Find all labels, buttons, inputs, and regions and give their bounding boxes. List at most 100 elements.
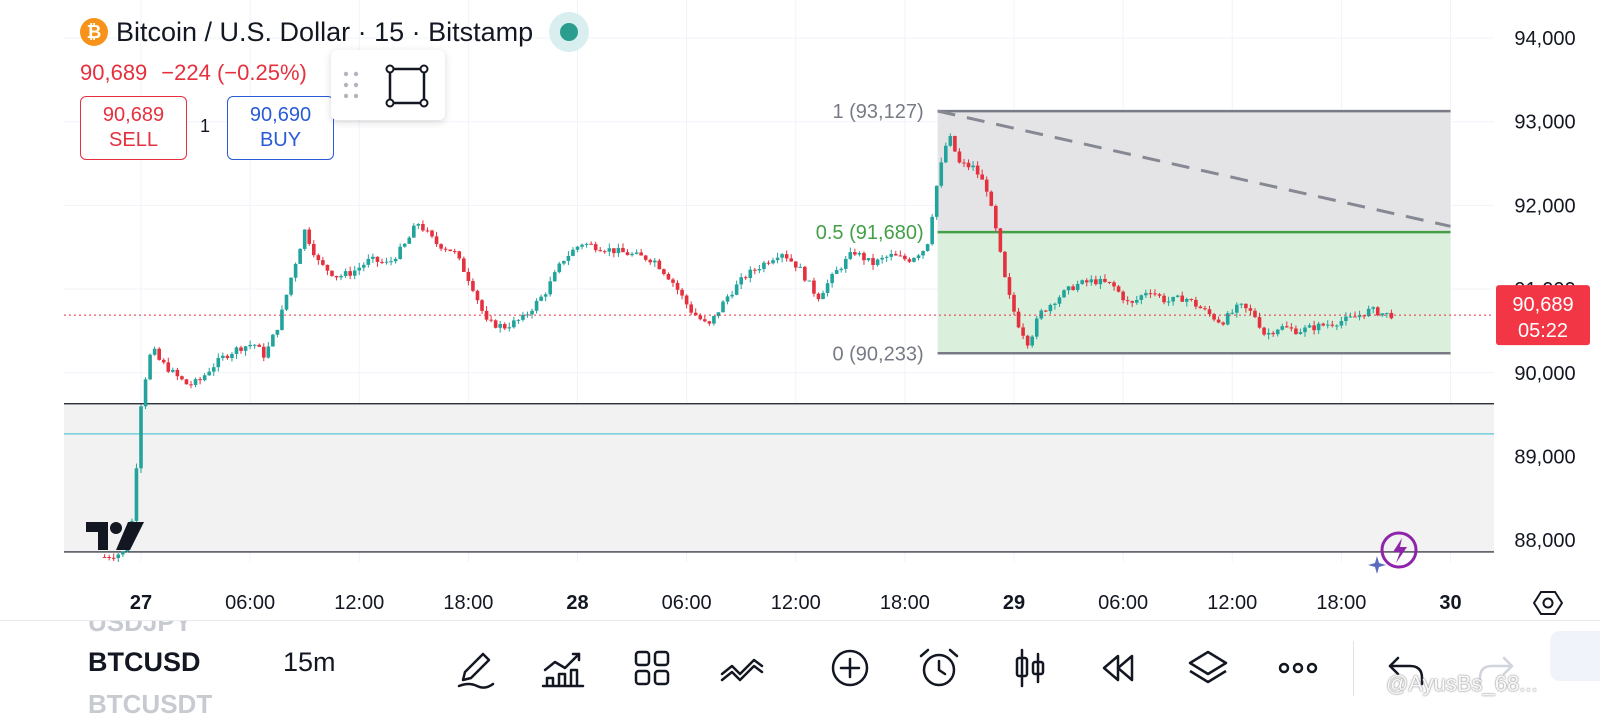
candle-body <box>157 348 161 360</box>
indicators-icon[interactable] <box>541 646 585 690</box>
toolbar-divider <box>1353 641 1354 696</box>
candle-body <box>1180 295 1185 302</box>
buy-button[interactable]: 90,690 BUY <box>227 96 334 160</box>
candle-body <box>784 254 789 259</box>
candle-body <box>1066 286 1071 291</box>
candle-body <box>1371 307 1376 309</box>
more-icon[interactable] <box>1276 646 1320 690</box>
redo-icon[interactable] <box>1474 646 1518 690</box>
candle-body <box>707 321 712 324</box>
symbol-switcher[interactable]: USDJPY BTCUSD BTCUSDT <box>88 621 268 721</box>
x-tick-label: 12:00 <box>771 592 821 614</box>
candle-body <box>748 269 753 278</box>
candle-body <box>152 348 157 355</box>
y-tick-label: 88,000 <box>1514 530 1575 552</box>
price-chart[interactable]: 1 (93,127) 0.5 (91,680) 0 (90,233) 94,000 9… <box>0 0 1600 620</box>
add-circle-icon[interactable] <box>828 646 872 690</box>
candle-body <box>257 344 262 347</box>
draw-trend-icon[interactable] <box>720 646 764 690</box>
symbol-legend[interactable]: ₿ Bitcoin / U.S. Dollar · 15 · Bitstamp <box>80 12 590 52</box>
candle-body <box>880 257 884 260</box>
pen-icon[interactable] <box>453 646 497 690</box>
candle-body <box>348 271 352 276</box>
x-tick-label: 28 <box>566 592 588 614</box>
replay-icon[interactable] <box>1096 646 1140 690</box>
candle-body <box>1380 313 1385 316</box>
candle-body <box>316 255 321 261</box>
symbol-current[interactable]: BTCUSD <box>88 647 201 677</box>
tradingview-logo-icon <box>86 522 144 550</box>
sell-button[interactable]: 90,689 SELL <box>80 96 187 160</box>
x-tick-label: 29 <box>1003 592 1025 614</box>
price-tag-value: 90,689 <box>1512 294 1573 316</box>
candle-body <box>957 151 962 163</box>
x-tick-label: 12:00 <box>334 592 384 614</box>
alarm-icon[interactable] <box>917 646 961 690</box>
interval-selector[interactable]: 15m <box>283 647 336 677</box>
candle-body <box>1348 316 1353 318</box>
symbol-title[interactable]: Bitcoin / U.S. Dollar · 15 · Bitstamp <box>116 16 534 47</box>
candle-body <box>402 243 407 247</box>
chart-area[interactable]: 1 (93,127) 0.5 (91,680) 0 (90,233) 94,000 9… <box>0 0 1600 620</box>
candle-body <box>462 258 466 272</box>
fib-layer: 1 (93,127) 0.5 (91,680) 0 (90,233) <box>816 101 1451 365</box>
candle-body <box>662 269 666 274</box>
candle-body <box>930 216 934 245</box>
candle-body <box>261 346 266 358</box>
candle-body <box>1321 323 1325 326</box>
candle-body <box>571 249 575 256</box>
candle-body <box>480 300 484 311</box>
candle-body <box>839 268 844 271</box>
candle-body <box>562 260 566 264</box>
candle-body <box>812 280 816 294</box>
symbol-next[interactable]: BTCUSDT <box>88 689 213 719</box>
candle-body <box>762 262 766 269</box>
candle-body <box>266 346 271 358</box>
candle-body <box>675 282 680 290</box>
candle-body <box>502 324 507 329</box>
layers-icon[interactable] <box>1186 646 1230 690</box>
market-status-icon[interactable] <box>549 12 590 52</box>
candle-body <box>193 379 198 385</box>
undo-icon[interactable] <box>1384 646 1428 690</box>
candle-body <box>489 319 493 321</box>
candle-body <box>1025 335 1030 346</box>
sell-price: 90,689 <box>102 104 165 126</box>
candle-body <box>134 468 139 521</box>
candle-icon[interactable] <box>1008 646 1052 690</box>
candle-body <box>689 304 693 313</box>
candle-body <box>1094 279 1098 285</box>
grip-dots-icon[interactable] <box>341 68 361 102</box>
candle-body <box>366 258 371 265</box>
price-change-line: 90,689 −224 (−0.25%) <box>80 60 307 86</box>
candle-body <box>903 255 907 260</box>
ai-assistant-icon[interactable] <box>1368 530 1420 574</box>
candle-body <box>803 266 807 281</box>
order-quantity[interactable]: 1 <box>200 116 211 136</box>
candle-body <box>566 255 571 261</box>
buy-price: 90,690 <box>249 104 312 126</box>
candle-body <box>412 225 416 238</box>
candle-body <box>498 324 503 328</box>
grid-layout-icon[interactable] <box>630 646 674 690</box>
candle-body <box>1062 290 1066 298</box>
candle-body <box>912 257 916 262</box>
candle-body <box>1098 278 1103 285</box>
candle-body <box>1089 279 1094 283</box>
candle-body <box>1048 304 1053 312</box>
axis-settings-icon[interactable] <box>1533 588 1563 618</box>
x-tick-label: 18:00 <box>443 592 493 614</box>
candle-body <box>171 369 175 372</box>
candle-body <box>189 384 193 386</box>
fullscreen-button[interactable] <box>1550 631 1600 681</box>
candle-body <box>893 253 898 256</box>
rectangle-tool-icon[interactable] <box>385 64 429 108</box>
candle-body <box>966 162 971 168</box>
candle-body <box>361 264 366 268</box>
candle-body <box>298 248 302 264</box>
candle-body <box>311 243 316 256</box>
drawing-floating-toolbar[interactable] <box>331 50 445 120</box>
candle-body <box>1021 327 1025 336</box>
candle-body <box>848 252 853 259</box>
symbol-prev[interactable]: USDJPY <box>88 621 193 637</box>
